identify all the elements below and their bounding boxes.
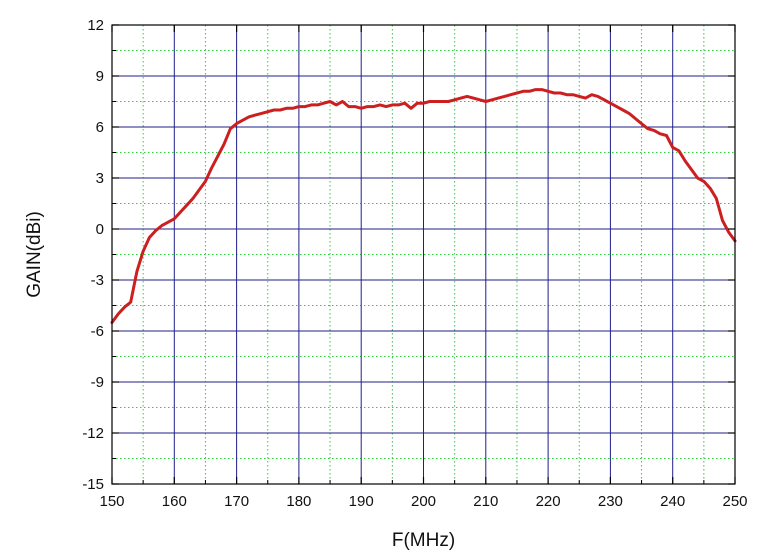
x-tick-label: 200 <box>411 493 436 510</box>
x-tick-label: 180 <box>286 493 311 510</box>
y-tick-label: -6 <box>91 323 104 340</box>
y-tick-label: 6 <box>96 119 104 136</box>
x-axis-title: F(MHz) <box>392 530 455 551</box>
y-tick-label: 0 <box>96 221 104 238</box>
tick-marks <box>111 24 736 485</box>
x-tick-label: 220 <box>536 493 561 510</box>
x-tick-label: 190 <box>349 493 374 510</box>
y-tick-label: 3 <box>96 170 104 187</box>
y-tick-label: 12 <box>87 17 104 34</box>
x-tick-label: 150 <box>99 493 124 510</box>
x-tick-labels: 150 160 170 180 190 200 210 220 230 240 250 <box>99 493 747 510</box>
y-tick-label: -12 <box>82 425 104 442</box>
y-tick-label: -9 <box>91 374 104 391</box>
x-tick-label: 210 <box>473 493 498 510</box>
x-tick-label: 250 <box>722 493 747 510</box>
y-axis-title: GAIN(dBi) <box>24 211 45 298</box>
x-tick-label: 170 <box>224 493 249 510</box>
y-tick-label: -3 <box>91 272 104 289</box>
y-tick-label: -15 <box>82 476 104 493</box>
series-layer <box>110 88 737 324</box>
x-tick-label: 240 <box>660 493 685 510</box>
gain-series-line <box>110 88 737 324</box>
x-tick-label: 160 <box>162 493 187 510</box>
y-tick-labels: -15 -12 -9 -6 -3 0 3 6 9 12 <box>82 17 104 493</box>
y-tick-label: 9 <box>96 68 104 85</box>
x-tick-label: 230 <box>598 493 623 510</box>
